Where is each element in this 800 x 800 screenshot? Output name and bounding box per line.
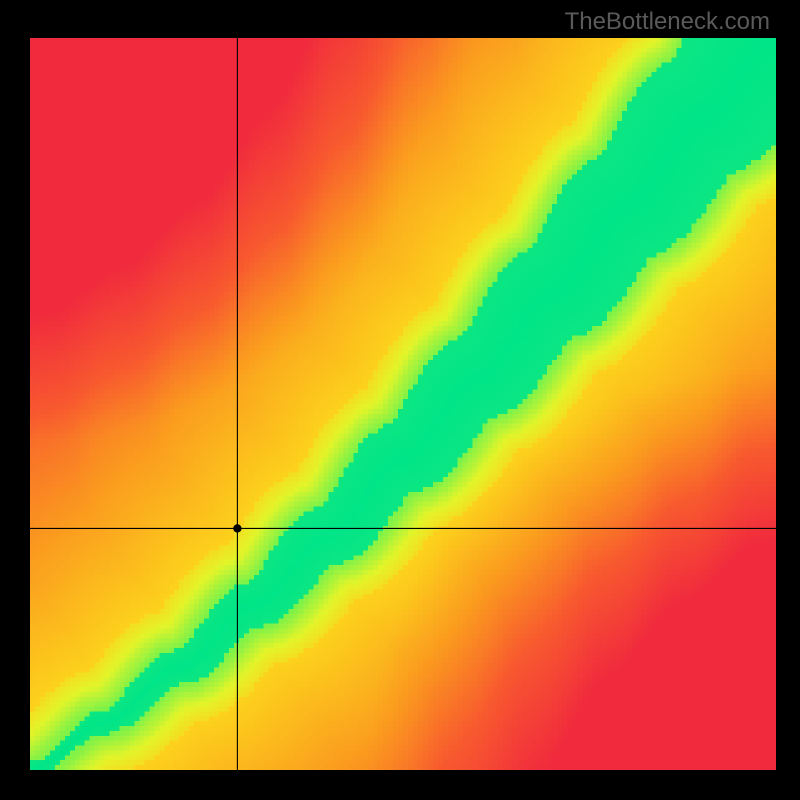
heatmap-canvas [30,38,776,770]
watermark-text: TheBottleneck.com [565,8,770,36]
chart-container: { "watermark": { "text": "TheBottleneck.… [0,0,800,800]
